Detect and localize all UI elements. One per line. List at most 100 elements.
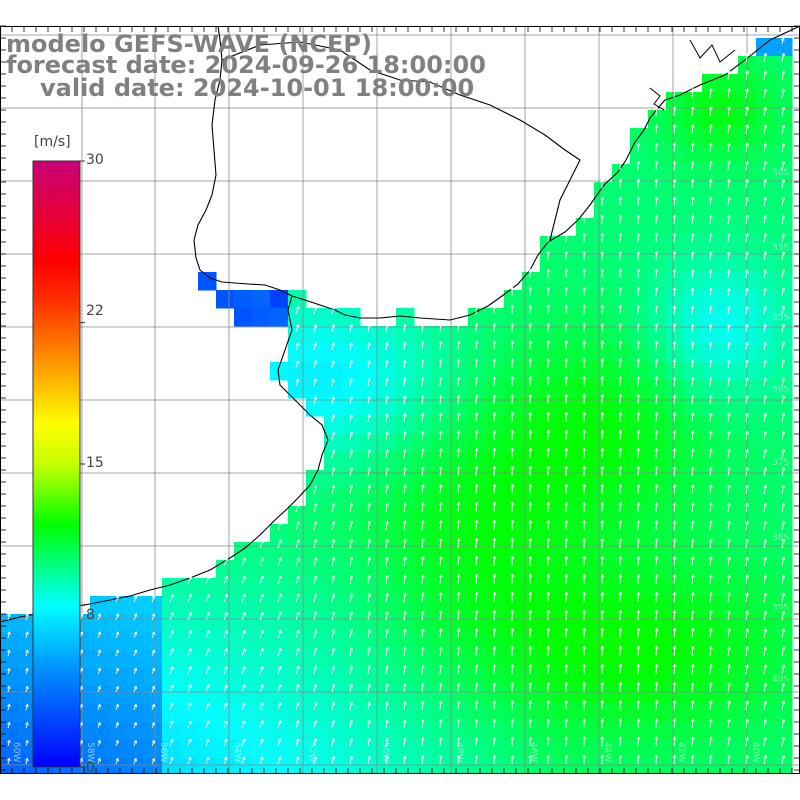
wind-arrow — [655, 700, 658, 711]
wind-arrow — [673, 484, 676, 495]
field-cell — [378, 704, 397, 723]
wind-arrow — [727, 395, 730, 405]
field-cell — [360, 470, 379, 489]
wind-arrow — [439, 323, 442, 333]
wind-arrow — [745, 755, 748, 765]
wind-arrow — [439, 628, 442, 639]
wind-arrow — [709, 377, 712, 387]
field-cell — [378, 578, 397, 597]
wind-arrow — [745, 233, 748, 243]
wind-arrow — [115, 758, 119, 765]
field-cell — [450, 362, 469, 381]
field-cell — [234, 290, 253, 309]
wind-arrow — [223, 720, 228, 729]
field-cell — [666, 380, 685, 399]
field-cell — [612, 722, 631, 741]
wind-arrow — [673, 610, 676, 621]
field-cell — [612, 632, 631, 651]
field-cell — [360, 578, 379, 597]
colorbar-scale — [32, 160, 81, 768]
field-cell — [540, 254, 559, 273]
wind-arrow — [709, 142, 712, 153]
colorbar-tick-label: 15 — [86, 455, 104, 471]
wind-arrow — [313, 503, 317, 513]
wind-arrow — [763, 539, 767, 549]
field-cell — [684, 92, 703, 111]
field-cell — [630, 398, 649, 417]
wind-arrow — [763, 700, 767, 711]
lat-label: 30S — [772, 168, 789, 178]
field-cell — [252, 650, 271, 669]
wind-arrow — [691, 502, 694, 513]
wind-arrow — [763, 737, 767, 747]
field-cell — [216, 596, 235, 615]
field-cell — [342, 542, 361, 561]
wind-arrow — [349, 467, 353, 477]
field-cell — [756, 290, 775, 309]
wind-arrow — [457, 628, 460, 639]
field-cell — [774, 344, 793, 363]
field-cell — [432, 344, 451, 363]
lon-label: 52W — [306, 742, 316, 762]
field-cell — [540, 344, 559, 363]
wind-arrow — [475, 646, 478, 657]
wind-arrow — [367, 737, 370, 747]
wind-arrow — [673, 646, 676, 657]
wind-arrow — [709, 610, 712, 621]
wind-arrow — [97, 686, 101, 693]
wind-arrow — [421, 377, 424, 387]
wind-arrow — [637, 340, 639, 351]
wind-arrow — [7, 668, 10, 675]
wind-arrow — [475, 538, 478, 549]
wind-arrow — [295, 575, 300, 585]
wind-arrow — [673, 628, 676, 639]
field-cell — [540, 722, 559, 741]
lat-label: 35S — [772, 313, 789, 323]
wind-arrow — [115, 686, 119, 693]
wind-arrow — [439, 430, 442, 441]
field-cell — [576, 452, 595, 471]
wind-arrow — [187, 684, 192, 693]
field-cell — [756, 434, 775, 453]
field-cell — [126, 650, 145, 669]
wind-arrow — [673, 538, 676, 549]
wind-arrow — [673, 502, 676, 513]
field-cell — [162, 722, 181, 741]
field-cell — [468, 344, 487, 363]
field-cell — [774, 272, 793, 291]
field-cell — [774, 362, 793, 381]
field-cell — [774, 542, 793, 561]
field-cell — [540, 398, 559, 417]
field-cell — [396, 542, 415, 561]
wind-arrow — [439, 574, 442, 585]
field-cell — [648, 236, 667, 255]
wind-arrow — [115, 740, 119, 747]
wind-arrow — [673, 287, 676, 297]
wind-arrow — [709, 359, 712, 369]
field-cell — [396, 398, 415, 417]
field-cell — [432, 470, 451, 489]
field-cell — [414, 722, 433, 741]
field-cell — [0, 650, 19, 669]
field-cell — [450, 344, 469, 363]
field-cell — [756, 758, 775, 774]
wind-arrow — [727, 538, 730, 549]
field-cell — [720, 758, 739, 774]
wind-arrow — [637, 520, 639, 531]
wind-arrow — [403, 592, 406, 603]
field-cell — [612, 200, 631, 219]
field-cell — [702, 380, 721, 399]
field-cell — [396, 632, 415, 651]
wind-arrow — [691, 215, 694, 225]
field-cell — [702, 650, 721, 669]
field-cell — [378, 632, 397, 651]
field-cell — [522, 506, 541, 525]
field-cell — [630, 704, 649, 723]
wind-arrow — [367, 538, 371, 549]
field-cell — [666, 524, 685, 543]
field-cell — [666, 128, 685, 147]
field-cell — [756, 128, 775, 147]
field-cell — [558, 632, 577, 651]
field-cell — [486, 578, 505, 597]
